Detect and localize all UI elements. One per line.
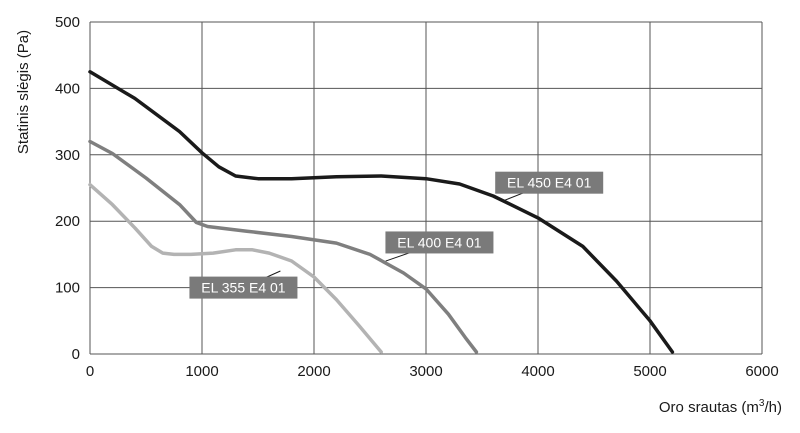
y-tick-label: 0 <box>72 346 80 363</box>
y-axis-title: Statinis slėgis (Pa) <box>15 30 32 154</box>
series-label-box <box>495 171 604 194</box>
x-tick-label: 5000 <box>633 363 666 380</box>
y-tick-label: 300 <box>55 147 80 164</box>
x-tick-label: 1000 <box>185 363 218 380</box>
x-tick-label: 0 <box>86 363 94 380</box>
series-label-2: EL 400 E4 01 <box>397 234 482 250</box>
series-label-box <box>385 231 494 254</box>
x-axis-ticks: 0 1000 2000 3000 4000 5000 6000 <box>86 363 779 380</box>
series-label-1: EL 450 E4 01 <box>507 175 592 191</box>
series-lines <box>88 70 675 354</box>
x-tick-label: 4000 <box>521 363 554 380</box>
y-tick-label: 200 <box>55 213 80 230</box>
x-tick-label: 6000 <box>745 363 778 380</box>
y-tick-label: 400 <box>55 80 80 97</box>
y-axis-ticks: 0 100 200 300 400 500 <box>55 14 80 363</box>
y-tick-label: 500 <box>55 14 80 31</box>
series-labels: EL 450 E4 01 EL 400 E4 01 EL 355 E4 01 <box>189 171 604 299</box>
x-axis-title-tail: /h) <box>764 399 782 416</box>
x-tick-label: 2000 <box>297 363 330 380</box>
x-tick-label: 3000 <box>409 363 442 380</box>
x-axis-title-sup: 3 <box>759 398 765 409</box>
series-line-1 <box>88 70 675 354</box>
y-tick-label: 100 <box>55 280 80 297</box>
series-line-2 <box>88 139 479 354</box>
series-line-3 <box>88 182 383 354</box>
x-axis-title-main: Oro srautas (m <box>659 399 759 416</box>
series-label-box <box>189 276 298 299</box>
series-label-3: EL 355 E4 01 <box>201 280 286 296</box>
x-axis-title: Oro srautas (m3/h) <box>659 398 782 416</box>
